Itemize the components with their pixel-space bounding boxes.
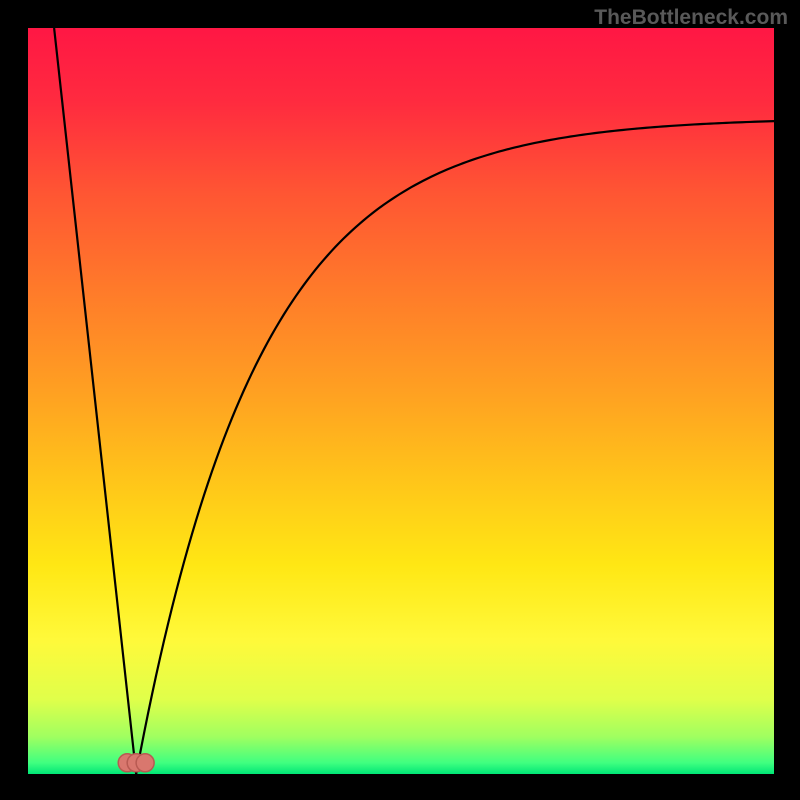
curve-layer [28, 28, 774, 774]
curve-left-branch [54, 28, 136, 774]
plot-area [28, 28, 774, 774]
minimum-marker-2 [136, 754, 154, 772]
curve-right-branch [136, 121, 774, 774]
watermark-text: TheBottleneck.com [594, 6, 788, 30]
chart-container: TheBottleneck.com [0, 0, 800, 800]
